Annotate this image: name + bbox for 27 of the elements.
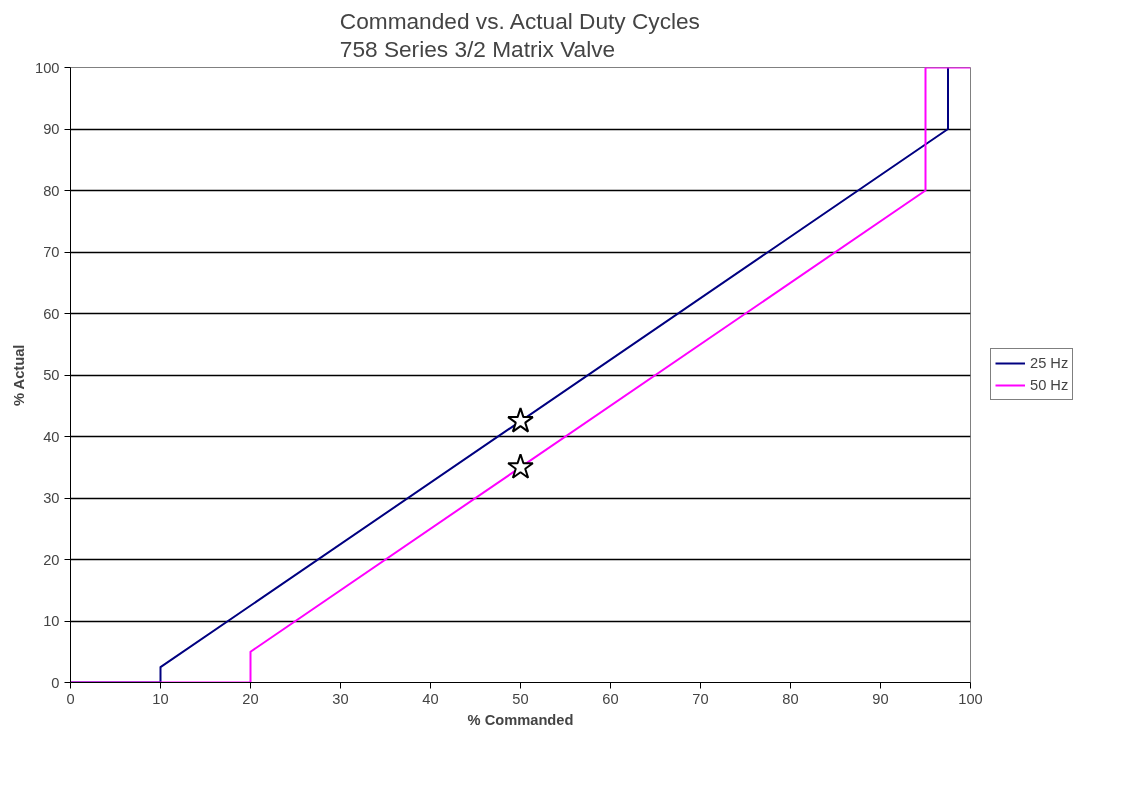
y-tick-label: 70 (43, 244, 60, 260)
y-tick-label: 10 (43, 613, 60, 629)
x-tick-label: 90 (872, 690, 889, 707)
y-tick-label: 60 (43, 305, 60, 322)
x-tick-label: 50 (512, 690, 529, 707)
legend-label: 50 Hz (1030, 377, 1069, 393)
y-tick-label: 30 (43, 490, 60, 506)
x-tick-label: 40 (422, 690, 439, 707)
y-tick-label: 20 (43, 551, 60, 568)
x-tick-label: 100 (958, 690, 983, 707)
x-tick-label: 60 (602, 690, 619, 707)
x-tick-label: 80 (782, 690, 799, 707)
x-tick-label: 30 (332, 690, 349, 707)
x-tick-label: 70 (692, 690, 709, 707)
y-tick-label: 40 (43, 428, 60, 445)
y-tick-label: 0 (51, 674, 60, 691)
x-axis-title: % Commanded (467, 711, 574, 728)
y-tick-label: 80 (43, 182, 60, 199)
legend-label: 25 Hz (1030, 355, 1069, 371)
x-tick-label: 20 (242, 690, 259, 707)
y-axis-title: % Actual (11, 344, 28, 406)
chart-title: Commanded vs. Actual Duty Cycles 758 Series 3/2 Matrix Valve (339, 7, 700, 63)
x-tick-label: 0 (66, 690, 75, 707)
y-tick-label: 100 (35, 59, 60, 76)
y-tick-label: 50 (43, 367, 60, 383)
y-tick-label: 90 (43, 121, 60, 137)
x-tick-label: 10 (152, 690, 169, 707)
